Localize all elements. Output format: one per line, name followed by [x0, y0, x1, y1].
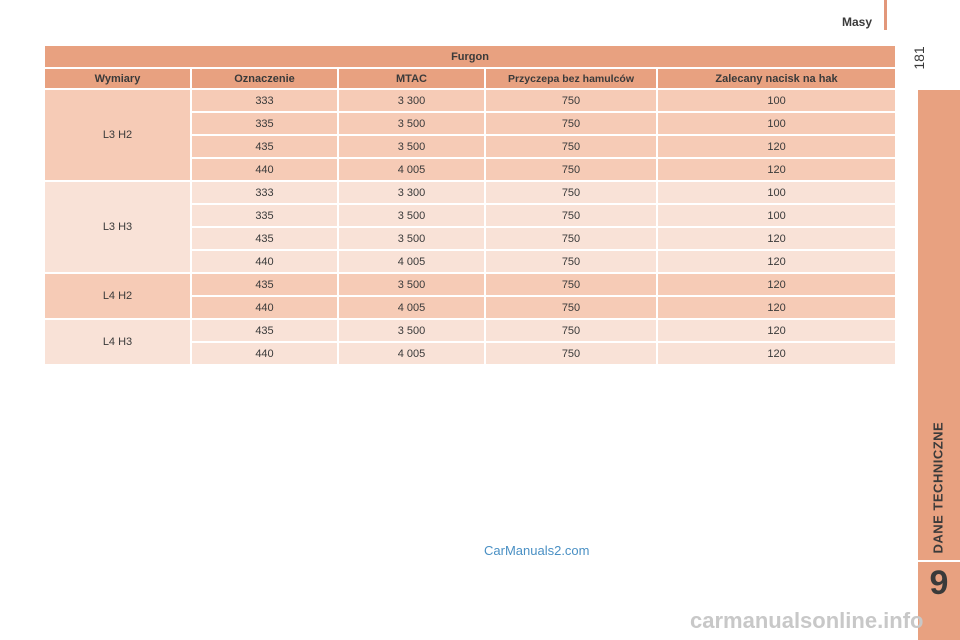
table-cell: 435	[192, 320, 337, 341]
table-cell: 435	[192, 228, 337, 249]
table-cell: 3 500	[339, 205, 484, 226]
table-cell: 333	[192, 90, 337, 111]
table-cell: 3 300	[339, 90, 484, 111]
dimension-cell: L3 H2	[45, 90, 190, 180]
column-header: Zalecany nacisk na hak	[658, 69, 896, 88]
table-header-row: Wymiary Oznaczenie MTAC Przyczepa bez ha…	[45, 69, 896, 88]
chapter-number: 9	[929, 564, 949, 602]
column-header: Oznaczenie	[192, 69, 337, 88]
table-cell: 750	[486, 320, 656, 341]
table-cell: 750	[486, 297, 656, 318]
dimension-cell: L4 H3	[45, 320, 190, 364]
chapter-side-band	[918, 90, 960, 640]
table-cell: 750	[486, 90, 656, 111]
page-number-text: 181	[911, 46, 927, 70]
table-cell: 4 005	[339, 251, 484, 272]
table-row: 440 4 005 750 120	[45, 251, 896, 272]
table-cell: 435	[192, 274, 337, 295]
table-cell: 3 300	[339, 182, 484, 203]
table-cell: 440	[192, 251, 337, 272]
column-header: MTAC	[339, 69, 484, 88]
table-cell: 750	[486, 159, 656, 180]
column-header: Przyczepa bez hamulców	[486, 69, 656, 88]
table-row: 335 3 500 750 100	[45, 205, 896, 226]
table-cell: 750	[486, 343, 656, 364]
page-header-title: Masy	[841, 15, 872, 29]
table-cell: 750	[486, 251, 656, 272]
section-label: DANE TECHNICZNE	[918, 90, 946, 554]
table-cell: 750	[486, 228, 656, 249]
table-cell: 335	[192, 205, 337, 226]
table-row: 435 3 500 750 120	[45, 136, 896, 157]
header-divider	[884, 0, 887, 30]
table-cell: 120	[658, 297, 896, 318]
table-cell: 3 500	[339, 320, 484, 341]
table-row: 440 4 005 750 120	[45, 343, 896, 364]
table-body: L3 H2 333 3 300 750 100 335 3 500 750 100 435 3 50…	[45, 90, 896, 364]
table-row: L4 H3 435 3 500 750 120	[45, 320, 896, 364]
table-cell: 4 005	[339, 297, 484, 318]
table-title: Furgon	[45, 46, 896, 67]
table-cell: 120	[658, 274, 896, 295]
page-number: 181	[904, 38, 934, 78]
table-cell: 435	[192, 136, 337, 157]
watermark-carmanualsonline: carmanualsonline.info	[690, 608, 924, 633]
table-cell: 750	[486, 182, 656, 203]
table-cell: 100	[658, 90, 896, 111]
section-label-text: DANE TECHNICZNE	[930, 421, 946, 554]
table-cell: 335	[192, 113, 337, 134]
table-row: 440 4 005 750 120	[45, 297, 896, 318]
table-cell: 4 005	[339, 159, 484, 180]
column-header: Wymiary	[45, 69, 190, 88]
side-band-divider	[918, 560, 960, 562]
table-cell: 120	[658, 159, 896, 180]
table-cell: 750	[486, 136, 656, 157]
table-cell: 4 005	[339, 343, 484, 364]
table-cell: 100	[658, 205, 896, 226]
watermark-carmanuals2: CarManuals2.com	[484, 543, 590, 558]
table-row: 435 3 500 750 120	[45, 228, 896, 249]
table-row: 335 3 500 750 100	[45, 113, 896, 134]
table-cell: 120	[658, 228, 896, 249]
dimension-cell: L3 H3	[45, 182, 190, 272]
table-cell: 750	[486, 113, 656, 134]
table-cell: 440	[192, 343, 337, 364]
weights-table: Furgon Wymiary Oznaczenie MTAC Przyczepa…	[43, 44, 897, 366]
table-cell: 120	[658, 136, 896, 157]
table-cell: 3 500	[339, 228, 484, 249]
dimension-cell: L4 H2	[45, 274, 190, 318]
table-row: 440 4 005 750 120	[45, 159, 896, 180]
table-cell: 120	[658, 343, 896, 364]
table-cell: 120	[658, 320, 896, 341]
table-cell: 120	[658, 251, 896, 272]
table-row: L4 H2 435 3 500 750 120	[45, 274, 896, 318]
table-cell: 750	[486, 205, 656, 226]
table-row: L3 H3 333 3 300 750 100	[45, 182, 896, 272]
table-cell: 3 500	[339, 113, 484, 134]
table-cell: 333	[192, 182, 337, 203]
table-cell: 100	[658, 113, 896, 134]
table-cell: 3 500	[339, 274, 484, 295]
table-cell: 440	[192, 159, 337, 180]
table-title-row: Furgon	[45, 46, 896, 67]
table-cell: 100	[658, 182, 896, 203]
table-cell: 440	[192, 297, 337, 318]
table-cell: 750	[486, 274, 656, 295]
table-cell: 3 500	[339, 136, 484, 157]
table-row: L3 H2 333 3 300 750 100	[45, 90, 896, 180]
